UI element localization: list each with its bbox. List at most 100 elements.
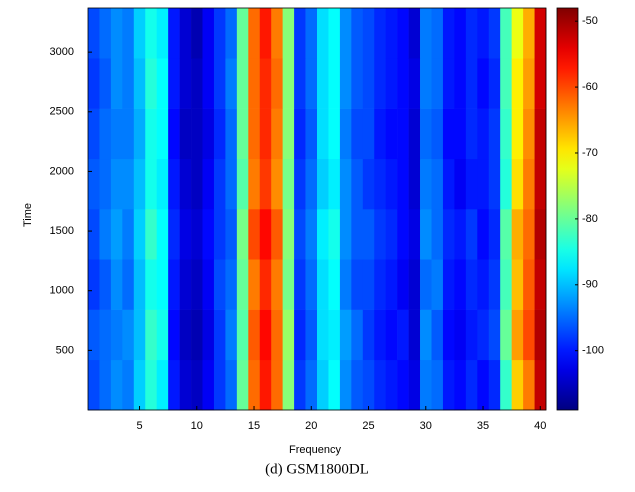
colorbar-tick-label: -50 [582,15,598,27]
cell [156,8,169,59]
cell [122,359,135,411]
cell [248,8,261,59]
cell [168,359,180,411]
cell [351,8,364,59]
cell [397,108,409,160]
cell [534,58,547,109]
cell [397,309,409,361]
cell [420,209,432,260]
cell [488,209,501,260]
cell [225,359,238,411]
cell [328,309,341,361]
cell [523,309,535,361]
cell [202,359,215,411]
cell [294,108,306,160]
cell [351,158,364,210]
cell [133,259,146,310]
cell [362,309,375,361]
cell [202,209,215,260]
cell [282,108,295,160]
cell [351,359,364,411]
cell [122,309,135,361]
cell [88,158,100,210]
cell [122,58,135,109]
cell [305,359,318,411]
cell [511,259,524,310]
cell [454,108,467,160]
cell [500,108,512,160]
y-axis-label: Time [22,203,34,227]
cell [454,58,467,109]
cell [213,8,226,59]
cell [225,108,238,160]
cell [385,359,398,411]
cell [328,58,341,109]
cell [477,209,490,260]
cell [328,8,341,59]
cell [488,8,501,59]
cell [156,108,169,160]
cell [328,359,341,411]
cell [385,209,398,260]
cell [213,108,226,160]
cell [465,58,478,109]
cell [156,309,169,361]
cell [500,209,512,260]
cell [442,209,455,260]
cell [145,158,157,210]
cell [294,359,306,411]
cell [500,58,512,109]
cell [431,209,444,260]
x-tick-label: 35 [477,420,489,432]
plot-frame [87,7,547,411]
cell [362,158,375,210]
cell [271,158,283,210]
cell [454,309,467,361]
cell [99,209,112,260]
cell [259,108,272,160]
cell [271,8,283,59]
cell [168,58,180,109]
cell [110,359,123,411]
cell [133,8,146,59]
cell [431,8,444,59]
cell [420,259,432,310]
y-tick-label: 2500 [50,106,74,118]
cell [259,209,272,260]
cell [168,158,180,210]
cell [511,158,524,210]
cell [442,8,455,59]
cell [397,209,409,260]
cell [282,58,295,109]
cell [88,309,100,361]
cell [511,108,524,160]
cell [408,259,421,310]
cell [271,309,283,361]
cell [236,259,249,310]
cell [213,359,226,411]
cell [488,309,501,361]
cell [259,359,272,411]
cell [168,309,180,361]
cell [385,8,398,59]
cell [305,8,318,59]
colorbar-tick-label: -60 [582,81,598,93]
cell [431,359,444,411]
cell [99,58,112,109]
cell [534,108,547,160]
cell [442,158,455,210]
cell [259,8,272,59]
cell [534,8,547,59]
cell [282,309,295,361]
cell [99,158,112,210]
cell [202,58,215,109]
cell [191,8,203,59]
cell [534,158,547,210]
cell [282,259,295,310]
cell [454,158,467,210]
cell [110,158,123,210]
cell [145,259,157,310]
cell [145,58,157,109]
cell [488,108,501,160]
cell [465,108,478,160]
